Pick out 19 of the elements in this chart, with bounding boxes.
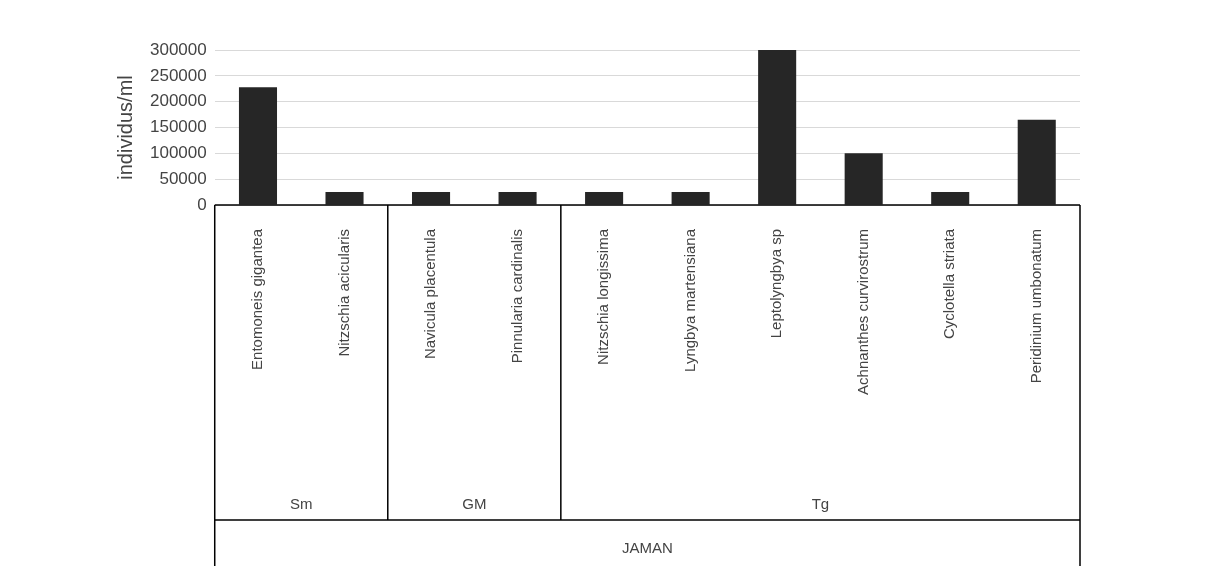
y-tick-label: 100000 (149, 143, 207, 163)
y-axis-title: individus/ml (113, 75, 136, 180)
bar (238, 87, 278, 205)
y-tick-label: 200000 (149, 91, 207, 111)
bar (844, 153, 883, 205)
bar (1017, 119, 1056, 205)
y-tick-label: 250000 (149, 65, 207, 85)
y-tick-label: 150000 (149, 117, 207, 137)
y-tick-label: 50000 (159, 168, 207, 188)
bar (758, 50, 797, 205)
bar (585, 192, 624, 205)
bar (671, 192, 710, 205)
y-tick-label: 0 (197, 194, 207, 214)
bar (412, 192, 451, 205)
y-tick-label: 300000 (149, 39, 207, 59)
bar (931, 192, 970, 205)
bar (325, 192, 364, 205)
text: JAMAN (621, 539, 673, 557)
bar (498, 192, 537, 205)
